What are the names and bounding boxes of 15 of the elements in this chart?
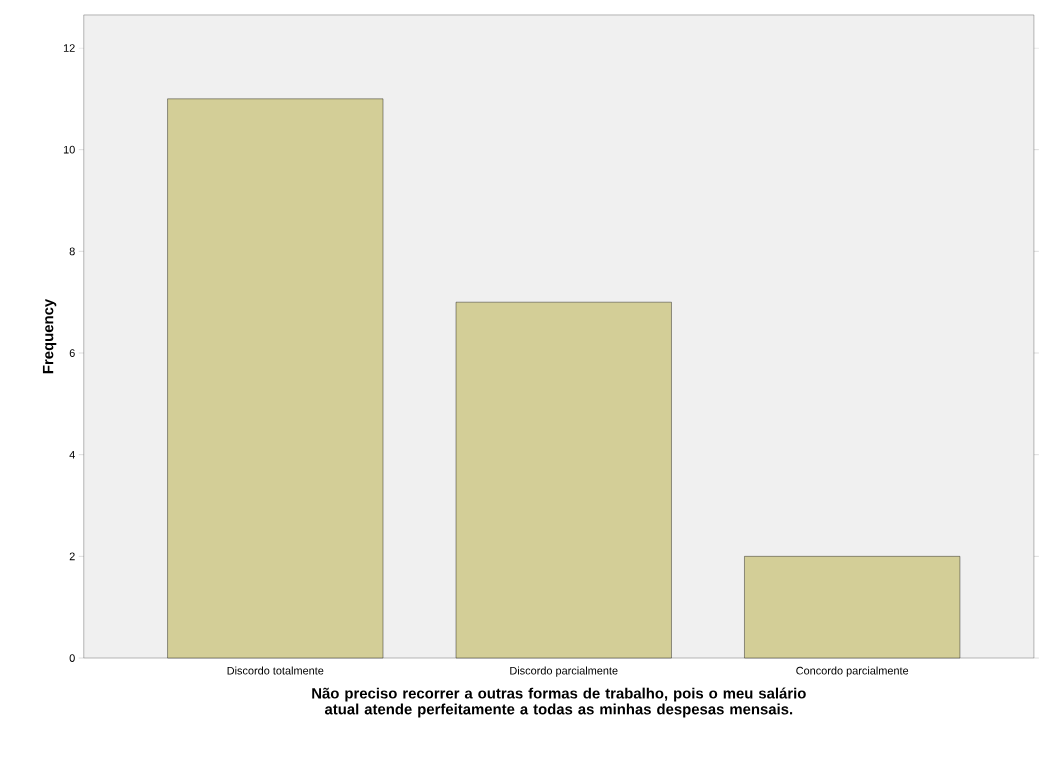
x-tick-label: Concordo parcialmente xyxy=(796,666,909,677)
bar xyxy=(167,98,384,659)
y-axis-title: Frequency xyxy=(42,299,57,374)
x-tick-label: Discordo parcialmente xyxy=(510,666,618,677)
y-tick-label: 10 xyxy=(63,145,75,154)
bar xyxy=(744,556,961,659)
bar xyxy=(455,302,672,659)
x-axis-title: Não preciso recorrer a outras formas de trabalho, pois o meu salário atual atende perfeitamente a todas as minhas despesas mensais. xyxy=(312,687,806,718)
y-tick-label: 12 xyxy=(63,44,75,52)
y-tick-label: 4 xyxy=(69,451,75,459)
y-tick-label: 2 xyxy=(69,552,75,561)
y-tick-label: 0 xyxy=(69,654,75,663)
y-tick-label: 6 xyxy=(69,349,75,358)
x-tick-label: Discordo totalmente xyxy=(227,666,324,675)
y-tick-label: 8 xyxy=(69,247,75,256)
